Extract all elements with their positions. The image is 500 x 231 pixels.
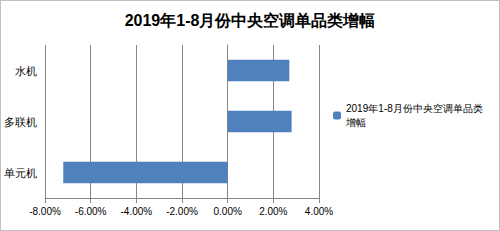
svg-text:-8.00%: -8.00% xyxy=(29,206,61,217)
svg-text:-4.00%: -4.00% xyxy=(120,206,152,217)
svg-text:2.00%: 2.00% xyxy=(259,206,287,217)
svg-text:4.00%: 4.00% xyxy=(305,206,333,217)
svg-text:增幅: 增幅 xyxy=(345,117,366,128)
svg-text:-6.00%: -6.00% xyxy=(75,206,107,217)
svg-text:2019年1-8月份中央空调单品类: 2019年1-8月份中央空调单品类 xyxy=(346,103,483,114)
svg-text:水机: 水机 xyxy=(15,65,37,77)
svg-text:0.00%: 0.00% xyxy=(213,206,241,217)
svg-text:-2.00%: -2.00% xyxy=(166,206,198,217)
svg-text:2019年1-8月份中央空调单品类增幅: 2019年1-8月份中央空调单品类增幅 xyxy=(125,12,376,29)
svg-text:多联机: 多联机 xyxy=(4,116,37,128)
svg-text:单元机: 单元机 xyxy=(4,167,37,179)
